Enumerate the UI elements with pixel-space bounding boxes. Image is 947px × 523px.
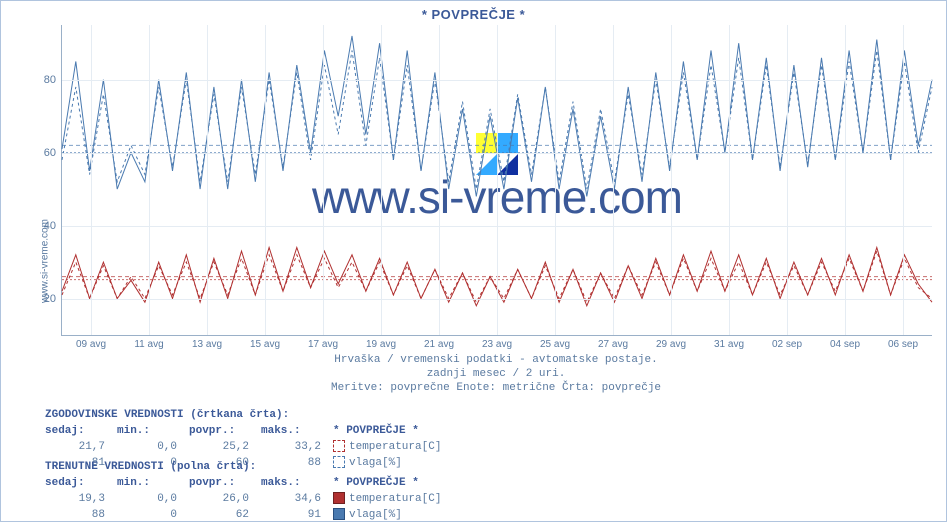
legend-value: 0,0 [117, 439, 189, 455]
chart-subtitle-2: zadnji mesec / 2 uri. [61, 367, 931, 381]
gridline-v [149, 25, 150, 335]
xtick-label: 17 avg [308, 339, 338, 350]
legend-row: 21,70,025,233,2 temperatura[C] [45, 439, 443, 455]
xtick-label: 15 avg [250, 339, 280, 350]
gridline-v [903, 25, 904, 335]
xtick-label: 21 avg [424, 339, 454, 350]
legend-row: 19,30,026,034,6 temperatura[C] [45, 491, 443, 507]
xtick-label: 09 avg [76, 339, 106, 350]
legend-value: 33,2 [261, 439, 333, 455]
xtick-label: 06 sep [888, 339, 918, 350]
gridline-v [671, 25, 672, 335]
xtick-label: 11 avg [134, 339, 163, 350]
gridline-v [613, 25, 614, 335]
ytick-label: 80 [44, 74, 56, 86]
legend-value: 34,6 [261, 491, 333, 507]
legend-value: 0 [117, 507, 189, 523]
gridline-v [381, 25, 382, 335]
legend-value: 91 [261, 507, 333, 523]
xtick-label: 25 avg [540, 339, 570, 350]
legend-col-header: sedaj: [45, 423, 117, 439]
xtick-label: 19 avg [366, 339, 396, 350]
ytick-label: 40 [44, 220, 56, 232]
legend-swatch-icon [333, 508, 345, 520]
legend-col-header: maks.: [261, 475, 333, 491]
legend-col-header: min.: [117, 475, 189, 491]
legend-swatch-icon [333, 440, 345, 452]
legend-series-label: temperatura[C] [349, 439, 441, 455]
gridline-v [265, 25, 266, 335]
legend-swatch-icon [333, 492, 345, 504]
legend-col-header: min.: [117, 423, 189, 439]
gridline-v [323, 25, 324, 335]
legend-value: 62 [189, 507, 261, 523]
legend-star-label: * POVPREČJE * [333, 423, 443, 439]
legend-current: TRENUTNE VREDNOSTI (polna črta):sedaj:mi… [45, 459, 443, 523]
legend-col-header: maks.: [261, 423, 333, 439]
gridline-v [439, 25, 440, 335]
chart-plot-area: www.si-vreme.com 2040608009 avg11 avg13 … [61, 25, 932, 336]
xtick-label: 27 avg [598, 339, 628, 350]
xtick-label: 02 sep [772, 339, 802, 350]
legend-heading: ZGODOVINSKE VREDNOSTI (črtkana črta): [45, 407, 443, 423]
legend-col-header: povpr.: [189, 475, 261, 491]
xtick-label: 13 avg [192, 339, 222, 350]
chart-title: * POVPREČJE * [1, 7, 946, 22]
legend-value: 26,0 [189, 491, 261, 507]
gridline-v [497, 25, 498, 335]
legend-heading: TRENUTNE VREDNOSTI (polna črta): [45, 459, 443, 475]
legend-series-label: temperatura[C] [349, 491, 441, 507]
ytick-label: 20 [44, 293, 56, 305]
gridline-v [787, 25, 788, 335]
legend-value: 19,3 [45, 491, 117, 507]
chart-subtitle-1: Hrvaška / vremenski podatki - avtomatske… [61, 353, 931, 367]
chart-frame: www.si-vreme.com * POVPREČJE * www.si-vr… [0, 0, 947, 522]
legend-value: 0,0 [117, 491, 189, 507]
legend-col-header: sedaj: [45, 475, 117, 491]
side-source-label: www.si-vreme.com [39, 219, 50, 303]
legend-star-label: * POVPREČJE * [333, 475, 443, 491]
gridline-v [555, 25, 556, 335]
ytick-label: 60 [44, 147, 56, 159]
xtick-label: 29 avg [656, 339, 686, 350]
gridline-v [729, 25, 730, 335]
xtick-label: 04 sep [830, 339, 860, 350]
legend-value: 21,7 [45, 439, 117, 455]
legend-value: 88 [45, 507, 117, 523]
gridline-v [91, 25, 92, 335]
xtick-label: 31 avg [714, 339, 744, 350]
legend-col-header: povpr.: [189, 423, 261, 439]
legend-series-label: vlaga[%] [349, 507, 402, 523]
gridline-v [845, 25, 846, 335]
xtick-label: 23 avg [482, 339, 512, 350]
chart-subtitle-3: Meritve: povprečne Enote: metrične Črta:… [61, 381, 931, 395]
legend-value: 25,2 [189, 439, 261, 455]
gridline-v [207, 25, 208, 335]
legend-row: 8806291 vlaga[%] [45, 507, 443, 523]
